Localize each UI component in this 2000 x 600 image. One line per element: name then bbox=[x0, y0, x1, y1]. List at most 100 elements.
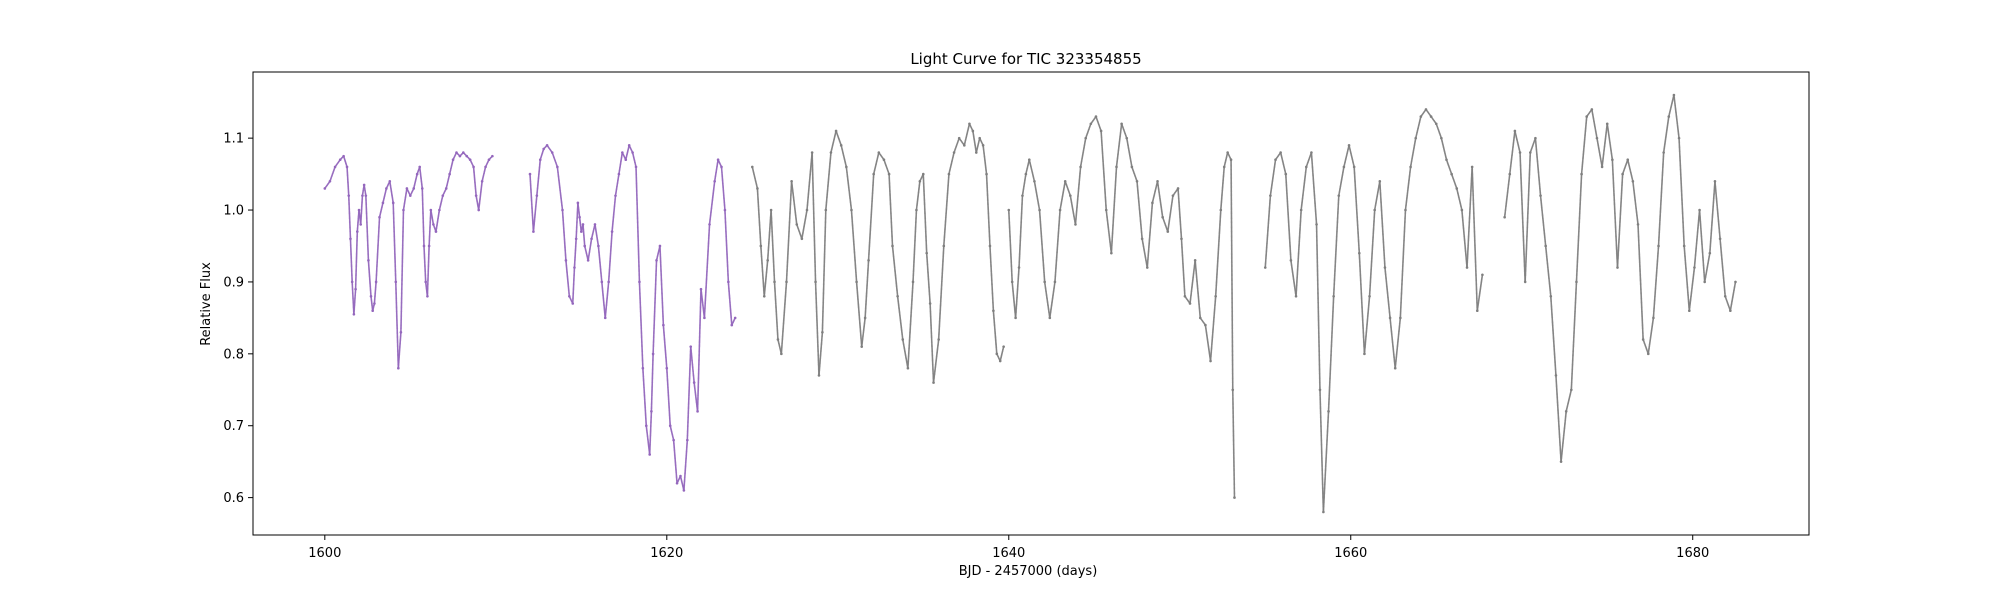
flux-point bbox=[578, 215, 581, 219]
flux-point bbox=[631, 151, 634, 154]
flux-point bbox=[668, 424, 672, 428]
flux-point bbox=[415, 172, 419, 176]
flux-point bbox=[381, 201, 385, 205]
flux-point bbox=[328, 179, 332, 183]
flux-point bbox=[432, 223, 435, 226]
series-1 bbox=[323, 144, 737, 492]
flux-point bbox=[675, 481, 679, 485]
flux-point bbox=[568, 295, 571, 298]
flux-point bbox=[561, 208, 564, 212]
flux-point bbox=[333, 165, 337, 169]
flux-point bbox=[409, 194, 412, 197]
series-1-segment-1 bbox=[323, 151, 494, 370]
flux-point bbox=[484, 165, 487, 169]
flux-point bbox=[573, 266, 576, 269]
flux-point bbox=[641, 366, 645, 370]
flux-point bbox=[532, 230, 535, 233]
flux-point bbox=[600, 280, 604, 284]
flux-point bbox=[424, 280, 428, 284]
flux-point bbox=[480, 179, 484, 183]
flux-point bbox=[362, 183, 366, 187]
flux-point bbox=[550, 151, 554, 154]
flux-point bbox=[462, 151, 465, 154]
flux-point bbox=[621, 151, 624, 154]
flux-point bbox=[391, 201, 395, 205]
flux-point bbox=[644, 424, 648, 428]
flux-point bbox=[359, 223, 363, 226]
flux-point bbox=[733, 316, 737, 320]
flux-point bbox=[345, 165, 349, 169]
flux-point bbox=[477, 208, 481, 212]
flux-point bbox=[545, 144, 549, 147]
flux-point bbox=[434, 230, 438, 233]
flux-point bbox=[574, 237, 578, 241]
flux-point bbox=[429, 208, 433, 212]
flux-point bbox=[634, 165, 638, 169]
flux-point bbox=[583, 244, 587, 248]
flux-point bbox=[438, 208, 441, 212]
flux-point bbox=[323, 187, 327, 190]
flux-point bbox=[723, 208, 727, 212]
flux-point bbox=[679, 474, 682, 478]
flux-point bbox=[556, 165, 559, 169]
flux-point bbox=[662, 323, 665, 327]
flux-point bbox=[603, 316, 607, 320]
flux-point bbox=[597, 244, 600, 248]
flux-point bbox=[338, 158, 342, 162]
flux-point bbox=[357, 208, 361, 212]
flux-point bbox=[538, 158, 542, 162]
flux-point bbox=[373, 302, 376, 305]
flux-point bbox=[394, 280, 398, 284]
flux-point bbox=[369, 295, 373, 298]
flux-point bbox=[727, 280, 730, 284]
flux-point bbox=[402, 208, 405, 212]
flux-point bbox=[426, 295, 429, 298]
flux-point bbox=[528, 172, 532, 176]
flux-point bbox=[397, 366, 400, 370]
flux-point bbox=[474, 194, 478, 197]
flux-point bbox=[422, 244, 426, 248]
flux-point bbox=[418, 165, 422, 169]
flux-point bbox=[535, 194, 539, 197]
flux-point bbox=[650, 410, 653, 413]
flux-point bbox=[472, 165, 475, 169]
flux-point bbox=[682, 489, 686, 492]
flux-point bbox=[638, 280, 641, 284]
flux-point bbox=[610, 230, 614, 233]
flux-point bbox=[374, 280, 378, 284]
flux-point bbox=[378, 215, 381, 219]
flux-point bbox=[713, 179, 716, 183]
flux-point bbox=[614, 194, 617, 197]
flux-point bbox=[350, 280, 354, 284]
flux-point bbox=[696, 410, 699, 413]
flux-point bbox=[427, 244, 431, 248]
flux-point bbox=[564, 259, 568, 262]
flux-point bbox=[576, 201, 580, 205]
flux-point bbox=[699, 287, 703, 291]
flux-point bbox=[352, 312, 356, 316]
flux-point bbox=[451, 158, 455, 162]
flux-point bbox=[388, 179, 392, 183]
flux-point bbox=[444, 187, 448, 190]
flux-point bbox=[665, 366, 669, 370]
flux-point bbox=[385, 187, 388, 190]
flux-point bbox=[347, 194, 351, 197]
flux-point bbox=[441, 194, 445, 197]
flux-point bbox=[405, 187, 409, 190]
flux-point bbox=[581, 223, 585, 226]
flux-point bbox=[354, 287, 357, 291]
flux-point bbox=[586, 259, 590, 262]
flux-point bbox=[692, 381, 696, 384]
flux-point bbox=[672, 438, 675, 442]
flux-point bbox=[627, 144, 631, 147]
flux-point bbox=[580, 230, 583, 233]
flux-point bbox=[708, 223, 711, 226]
flux-point bbox=[590, 237, 593, 241]
flux-point bbox=[689, 345, 693, 348]
flux-point bbox=[624, 158, 628, 162]
flux-point bbox=[720, 165, 723, 169]
flux-point bbox=[448, 172, 451, 176]
flux-point bbox=[703, 316, 706, 320]
